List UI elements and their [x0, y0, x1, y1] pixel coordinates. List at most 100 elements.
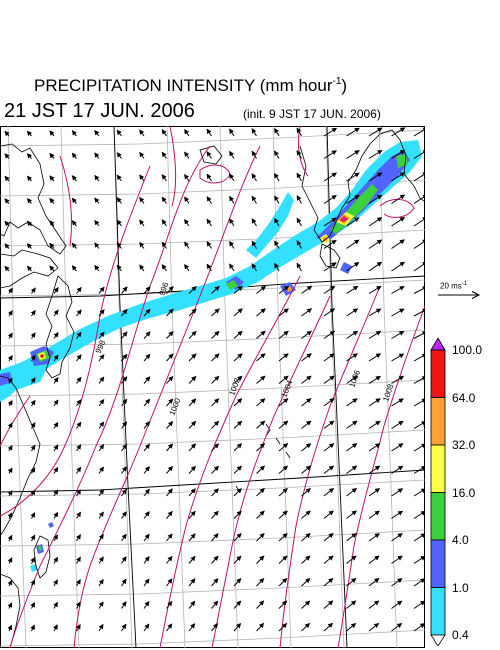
wind-vector: [301, 285, 313, 294]
wind-vector: [139, 241, 145, 249]
grid-meridian: [166, 126, 186, 648]
title-close-paren: ): [341, 76, 348, 95]
wind-vector: [301, 577, 311, 587]
wind-vector: [368, 217, 383, 227]
precipitation-colorbar: [430, 338, 446, 646]
wind-vector: [206, 196, 212, 204]
wind-vector: [184, 218, 190, 227]
wind-vector: [233, 375, 243, 384]
wind-vector: [53, 376, 59, 384]
wind-vector: [76, 376, 82, 384]
wind-vector: [71, 152, 77, 159]
wind-vector: [233, 308, 243, 317]
wind-vector: [76, 489, 82, 497]
wind-vector: [26, 243, 33, 249]
wind-vector: [121, 353, 128, 362]
wind-vector: [301, 555, 311, 564]
wind-vector: [143, 308, 151, 317]
grid-meridian: [60, 126, 80, 648]
grid-parallel: [0, 179, 425, 197]
wind-vector: [323, 555, 334, 564]
wind-vector: [49, 265, 55, 272]
isobar-lines: [0, 126, 425, 648]
wind-vector: [206, 263, 212, 272]
wind-vector: [7, 355, 13, 362]
wind-vector: [139, 264, 145, 272]
wind-vector: [301, 330, 312, 339]
wind-vector: [26, 153, 33, 159]
wind-vector: [368, 443, 381, 452]
wind-vector: [323, 398, 335, 407]
wind-vector: [30, 467, 36, 474]
wind-vector: [116, 197, 122, 204]
wind-vector: [49, 152, 55, 159]
wind-vector: [233, 353, 243, 362]
wind-vector: [413, 171, 425, 182]
wind-vector: [4, 175, 10, 182]
wind-vector: [278, 398, 289, 407]
wind-vector: [98, 511, 104, 519]
wind-vector: [368, 172, 383, 182]
wind-vector: [368, 330, 382, 339]
wind-vector: [4, 198, 10, 204]
wind-vector: [233, 578, 242, 587]
wind-vector: [188, 330, 197, 339]
wind-vector: [346, 533, 357, 542]
wind-vector: [256, 285, 267, 294]
wind-vector: [121, 398, 128, 407]
wind-vector: [211, 578, 219, 587]
wind-vector: [143, 421, 151, 429]
wind-vector: [301, 600, 311, 609]
wind-vector: [346, 150, 360, 159]
wind-vector: [139, 219, 145, 227]
wind-vector: [94, 264, 100, 272]
wind-vector: [49, 242, 55, 249]
grid-parallel: [0, 429, 425, 447]
wind-vector: [143, 533, 150, 542]
wind-vector: [49, 197, 55, 204]
wind-vector: [188, 420, 197, 429]
wind-vector: [53, 601, 58, 609]
wind-vector: [413, 533, 425, 542]
wind-vector: [274, 262, 280, 272]
wind-vector: [323, 375, 335, 384]
wind-vector: [121, 533, 127, 542]
wind-vector: [229, 263, 235, 272]
wind-vector: [211, 623, 219, 632]
wind-vector: [346, 577, 357, 587]
wind-vector: [346, 555, 357, 564]
wind-vector: [98, 443, 105, 452]
wind-vector: [98, 309, 105, 317]
wind-vector: [301, 443, 312, 452]
wind-vector: [256, 533, 265, 542]
wind-vector: [166, 443, 174, 452]
wind-vector: [121, 578, 127, 587]
wind-vector: [413, 194, 425, 204]
wind-vector: [76, 399, 82, 407]
wind-vector: [71, 220, 77, 227]
wind-vector: [323, 532, 334, 542]
coastline-ryukyu: [235, 423, 291, 493]
wind-vector: [391, 330, 405, 339]
wind-vector: [206, 151, 212, 159]
wind-vector: [251, 240, 257, 249]
wind-vector: [75, 624, 81, 632]
wind-vector: [391, 216, 406, 227]
wind-vector: [121, 601, 127, 609]
wind-vector: [251, 195, 257, 204]
wind-vector: [278, 622, 288, 632]
colorbar-segment: [430, 539, 446, 588]
wind-vector: [75, 579, 81, 587]
wind-vector: [76, 534, 81, 542]
wind-vector: [256, 600, 265, 609]
wind-vector: [368, 510, 380, 519]
wind-vector: [323, 308, 336, 317]
wind-vector: [53, 511, 59, 519]
wind-vector: [94, 197, 100, 204]
wind-vector: [296, 217, 302, 227]
wind-vector: [251, 218, 257, 227]
wind-vector: [53, 556, 58, 564]
wind-vector: [161, 241, 167, 249]
isobar: [169, 126, 177, 207]
wind-vector: [391, 239, 405, 249]
